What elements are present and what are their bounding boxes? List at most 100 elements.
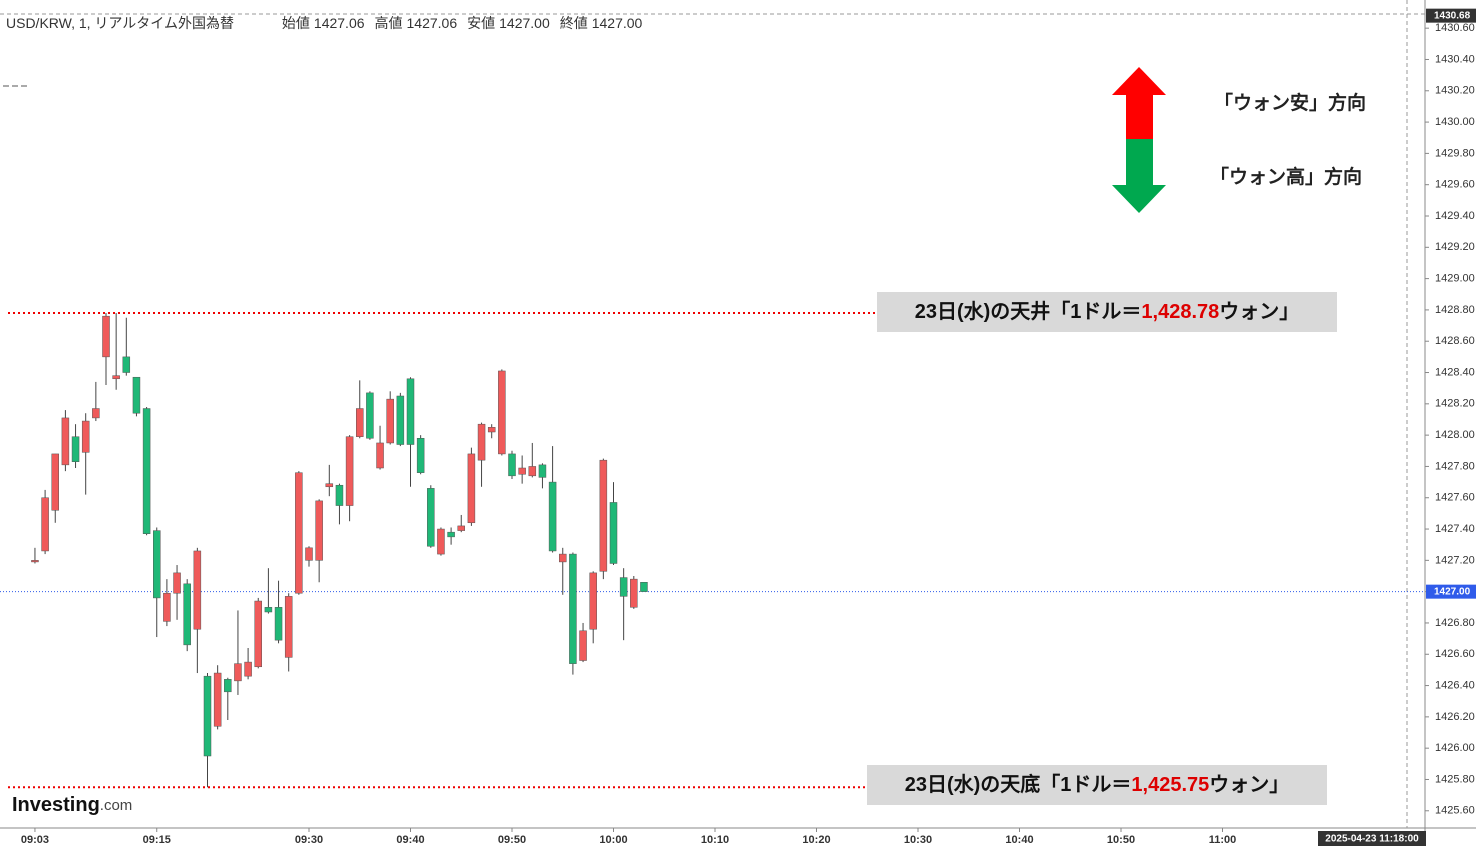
y-tick-label: 1426.00 xyxy=(1435,742,1475,754)
annotation-suffix: ウォン」 xyxy=(1219,300,1299,323)
candle-body xyxy=(102,315,110,358)
candle-body xyxy=(274,607,283,641)
candle-body xyxy=(619,577,628,597)
y-tick-label: 1426.80 xyxy=(1435,617,1475,629)
candle-body xyxy=(630,578,638,608)
candle-body xyxy=(335,484,344,506)
candle-body xyxy=(61,417,70,466)
y-tick-label: 1428.60 xyxy=(1435,335,1475,347)
arrow-down xyxy=(1112,139,1166,213)
candle-body xyxy=(477,423,486,461)
y-tick-label: 1425.80 xyxy=(1435,773,1475,785)
candle-body xyxy=(203,675,212,757)
x-tick-label: 09:40 xyxy=(396,834,424,846)
candle-body xyxy=(427,488,435,547)
candle-body xyxy=(92,408,100,419)
x-tick-label: 10:10 xyxy=(701,834,729,846)
x-tick-label: 11:00 xyxy=(1209,834,1237,846)
candle-body xyxy=(264,607,273,613)
candle-body xyxy=(487,427,496,433)
y-tick-label: 1429.20 xyxy=(1435,241,1475,253)
top-marker-box xyxy=(1426,8,1476,23)
y-tick-label: 1429.00 xyxy=(1435,273,1475,285)
candle-body xyxy=(416,438,425,473)
y-tick-label: 1427.80 xyxy=(1435,460,1475,472)
y-tick-label: 1427.40 xyxy=(1435,523,1475,535)
x-tick-label: 10:40 xyxy=(1005,834,1033,846)
candle-body xyxy=(457,525,465,531)
x-tick-label: 09:03 xyxy=(21,834,49,846)
y-tick-label: 1429.60 xyxy=(1435,179,1475,191)
y-tick-label: 1425.60 xyxy=(1435,805,1475,817)
candle-body xyxy=(386,398,394,444)
annotation-prefix: 23日(水)の天底「1ドル＝ xyxy=(905,772,1132,796)
candle-body xyxy=(548,481,557,552)
ohlc-label: 終値 xyxy=(559,15,588,31)
x-tick-label: 10:50 xyxy=(1107,834,1135,846)
candle-body xyxy=(447,531,455,538)
annotation-box xyxy=(877,292,1337,332)
y-tick-label: 1430.60 xyxy=(1435,22,1475,34)
candle-body xyxy=(406,378,415,445)
y-tick-label: 1430.20 xyxy=(1435,85,1475,97)
annotation: 23日(水)の天井「1ドル＝1,428.78ウォン」 xyxy=(915,299,1300,323)
candle-body xyxy=(305,547,313,561)
candle-body xyxy=(81,420,90,453)
timestamp-box xyxy=(1318,831,1426,846)
x-tick-label: 10:00 xyxy=(599,834,627,846)
candle-body xyxy=(244,661,252,677)
y-tick-label: 1428.20 xyxy=(1435,398,1475,410)
x-tick-label: 09:15 xyxy=(143,834,171,846)
y-tick-label: 1428.80 xyxy=(1435,304,1475,316)
candle-body xyxy=(396,395,405,445)
candle-body xyxy=(254,600,262,668)
candle-body xyxy=(538,464,547,478)
annotation-value: 1,428.78 xyxy=(1141,301,1219,323)
candle-body xyxy=(376,442,384,469)
candle-body xyxy=(437,528,445,555)
ohlc-value: 1427.00 xyxy=(591,15,643,31)
y-tick-label: 1429.40 xyxy=(1435,210,1475,222)
candle-body xyxy=(589,572,597,630)
candle-body xyxy=(518,467,526,475)
candle-body xyxy=(366,392,374,439)
candle-body xyxy=(295,472,303,594)
y-tick-label: 1428.00 xyxy=(1435,429,1475,441)
ohlc-value: 1427.06 xyxy=(313,15,365,31)
candle-body xyxy=(173,572,181,594)
x-tick-label: 09:30 xyxy=(295,834,323,846)
annotation-value: 1,425.75 xyxy=(1131,774,1209,796)
top-marker-label: 1430.68 xyxy=(1434,10,1471,21)
ohlc-label: 始値 xyxy=(281,15,310,31)
header: USD/KRW, 1, リアルタイム外国為替 始値 1427.06 高値 1427.0… xyxy=(6,13,652,33)
candle-body xyxy=(325,483,334,488)
x-tick-label: 09:50 xyxy=(498,834,526,846)
candle-body xyxy=(599,459,608,572)
candle-body xyxy=(498,370,506,455)
y-tick-label: 1430.40 xyxy=(1435,53,1475,65)
candle-body xyxy=(579,630,587,661)
candle-body xyxy=(315,500,323,561)
y-tick-label: 1427.20 xyxy=(1435,554,1475,566)
x-tick-label: 10:30 xyxy=(904,834,932,846)
price-label-box xyxy=(1426,584,1476,599)
candle-body xyxy=(345,436,354,506)
price-label: 1427.00 xyxy=(1434,586,1471,597)
candle-body xyxy=(569,553,577,664)
candle-body xyxy=(122,356,131,373)
candle-body xyxy=(609,502,618,564)
annotation-prefix: 23日(水)の天井「1ドル＝ xyxy=(915,299,1142,323)
candle-body xyxy=(51,453,59,511)
candle-body xyxy=(132,376,141,414)
annotation-box xyxy=(867,765,1327,805)
candle-body xyxy=(193,550,202,630)
annotation-suffix: ウォン」 xyxy=(1209,773,1289,796)
candle-body xyxy=(213,672,222,727)
arrow-up xyxy=(1112,67,1166,139)
y-tick-label: 1426.40 xyxy=(1435,679,1475,691)
candle-body xyxy=(528,466,537,477)
candle-body xyxy=(356,408,364,437)
candle-body xyxy=(142,408,151,534)
legend-up: 「ウォン安」方向 xyxy=(1214,91,1366,114)
